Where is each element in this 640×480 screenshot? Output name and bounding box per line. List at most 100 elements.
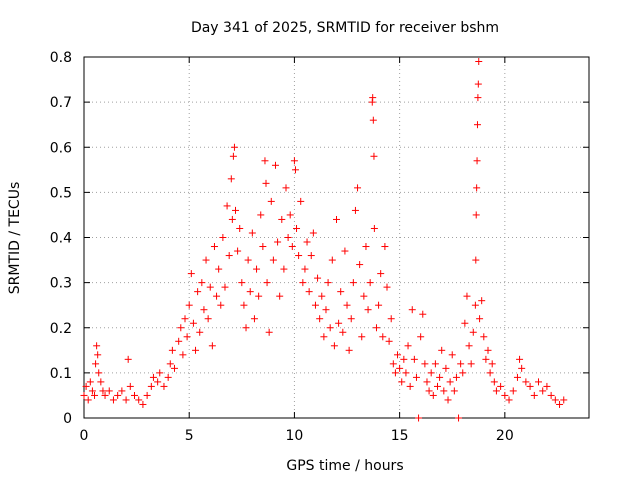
- data-point: [265, 328, 273, 336]
- data-point: [135, 396, 143, 404]
- data-point: [114, 391, 122, 399]
- data-point: [206, 283, 214, 291]
- data-point: [276, 292, 284, 300]
- data-point: [257, 211, 265, 219]
- data-point: [143, 391, 151, 399]
- data-point: [543, 382, 551, 390]
- data-point: [122, 396, 130, 404]
- data-point: [455, 414, 463, 422]
- data-point: [469, 328, 477, 336]
- data-point: [301, 265, 309, 273]
- data-point: [118, 387, 126, 395]
- data-point: [170, 364, 178, 372]
- data-point: [149, 373, 157, 381]
- data-point: [271, 161, 279, 169]
- data-point: [370, 152, 378, 160]
- data-point: [198, 279, 206, 287]
- data-point: [366, 279, 374, 287]
- data-point: [415, 414, 423, 422]
- y-tick-label: 0.7: [50, 95, 72, 111]
- data-point: [345, 346, 353, 354]
- data-point: [383, 283, 391, 291]
- data-point: [282, 184, 290, 192]
- y-tick-label: 0.8: [50, 50, 72, 66]
- data-point: [465, 342, 473, 350]
- data-point: [358, 333, 366, 341]
- data-point: [286, 211, 294, 219]
- data-point: [213, 292, 221, 300]
- data-point: [370, 224, 378, 232]
- data-point: [440, 387, 448, 395]
- data-point: [333, 215, 340, 223]
- data-point: [109, 396, 117, 404]
- data-point: [91, 391, 99, 399]
- data-point: [189, 319, 197, 327]
- y-tick-label: 0.5: [50, 185, 72, 201]
- data-point: [539, 387, 547, 395]
- data-point: [377, 270, 385, 278]
- y-tick-label: 0.2: [50, 321, 72, 337]
- data-point: [505, 396, 513, 404]
- data-point: [478, 297, 486, 305]
- data-point: [196, 328, 204, 336]
- data-point: [202, 256, 210, 264]
- data-point: [274, 238, 282, 246]
- data-point: [475, 58, 483, 66]
- data-point: [92, 360, 100, 368]
- data-point: [284, 234, 292, 241]
- data-point: [509, 387, 517, 395]
- data-point: [223, 202, 231, 210]
- data-point: [322, 306, 330, 314]
- data-point: [396, 364, 404, 372]
- data-point: [291, 166, 299, 174]
- data-point: [156, 369, 164, 377]
- data-point: [324, 279, 332, 287]
- data-point: [372, 324, 380, 332]
- data-point: [452, 373, 460, 381]
- data-point: [490, 378, 498, 386]
- data-point: [166, 360, 174, 368]
- data-point: [175, 337, 183, 345]
- data-point: [82, 382, 90, 390]
- data-point: [482, 355, 490, 363]
- data-point: [267, 197, 275, 205]
- data-point: [177, 324, 185, 332]
- data-point: [307, 252, 315, 260]
- data-point: [421, 360, 429, 368]
- data-point: [326, 324, 334, 332]
- data-point: [339, 328, 347, 336]
- data-point: [179, 351, 187, 359]
- data-point: [497, 382, 505, 390]
- data-point: [406, 382, 414, 390]
- data-point: [412, 373, 420, 381]
- data-point: [305, 288, 313, 296]
- data-point: [434, 382, 441, 390]
- data-point: [164, 373, 172, 381]
- data-point: [516, 355, 524, 363]
- data-point: [124, 355, 132, 363]
- data-point: [463, 292, 471, 300]
- data-point: [229, 152, 237, 160]
- data-point: [261, 157, 269, 165]
- data-point: [381, 243, 389, 251]
- data-point: [320, 333, 328, 341]
- data-point: [194, 288, 202, 296]
- data-point: [228, 215, 236, 223]
- data-point: [238, 279, 246, 287]
- x-tick-label: 10: [286, 428, 304, 444]
- data-point: [101, 391, 109, 399]
- data-point: [183, 333, 191, 341]
- data-point: [513, 373, 521, 381]
- data-point: [263, 279, 271, 287]
- data-point: [311, 301, 319, 309]
- data-point: [208, 342, 216, 350]
- data-point: [402, 369, 410, 377]
- data-point: [417, 333, 425, 341]
- data-point: [474, 80, 482, 88]
- data-point: [215, 265, 223, 273]
- data-point: [185, 301, 193, 309]
- data-point: [88, 387, 96, 395]
- data-point: [240, 301, 248, 309]
- data-point: [560, 396, 568, 404]
